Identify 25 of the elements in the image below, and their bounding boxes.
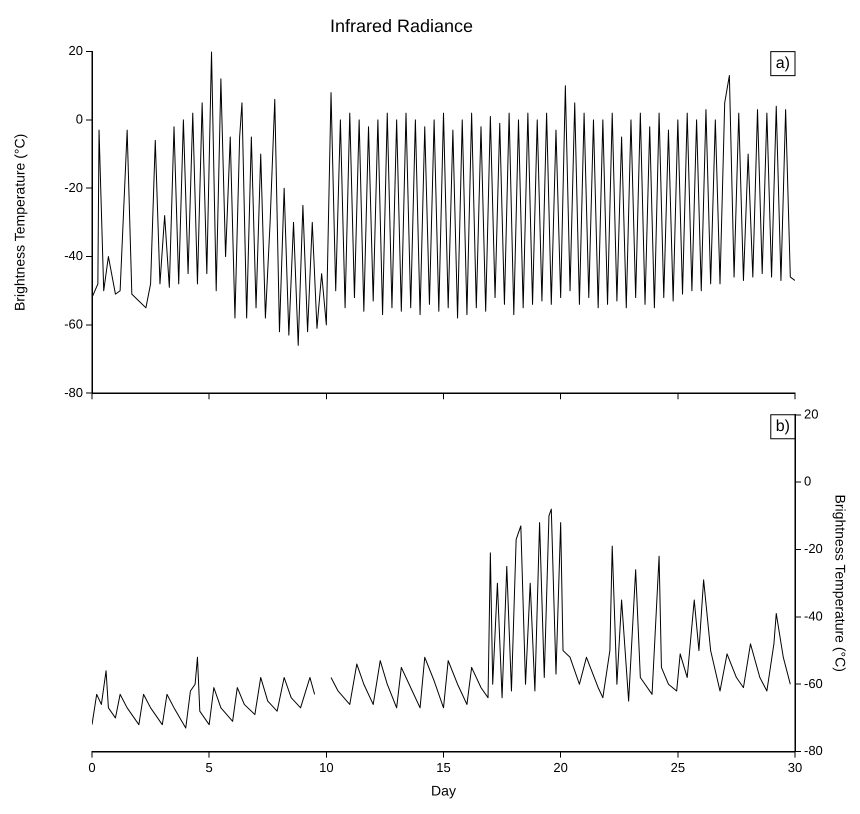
y-tick-label: 0 xyxy=(76,112,83,126)
x-tick-label: 0 xyxy=(88,760,96,775)
x-tick-label: 5 xyxy=(206,760,213,775)
annotation: b) xyxy=(776,418,790,436)
y2-tick-label: -40 xyxy=(804,608,823,624)
y2-axis-title: Brightness Temperature (°C) xyxy=(832,494,849,672)
annotation: a) xyxy=(776,55,790,72)
y2-tick-label: 0 xyxy=(804,474,812,489)
y-tick-label: -40 xyxy=(64,248,83,264)
x-tick-label: 25 xyxy=(670,760,686,775)
x-axis-title: Day xyxy=(431,782,456,798)
y-tick-label: 20 xyxy=(68,43,83,58)
x-tick-label: 10 xyxy=(319,760,334,775)
y2-tick-label: -60 xyxy=(804,676,823,691)
y-tick-label: -60 xyxy=(64,316,83,332)
x-tick-label: 15 xyxy=(436,760,451,775)
y2-tick-label: -80 xyxy=(804,743,823,758)
x-tick-label: 20 xyxy=(553,760,568,775)
y2-tick-label: -20 xyxy=(804,541,823,556)
y2-tick-label: 20 xyxy=(804,406,818,422)
y-tick-label: -80 xyxy=(64,384,83,400)
chart-title: Infrared Radiance xyxy=(330,16,474,36)
y-tick-label: -20 xyxy=(64,180,83,195)
y-axis-title: Brightness Temperature (°C) xyxy=(11,134,28,312)
x-tick-label: 30 xyxy=(788,760,802,775)
